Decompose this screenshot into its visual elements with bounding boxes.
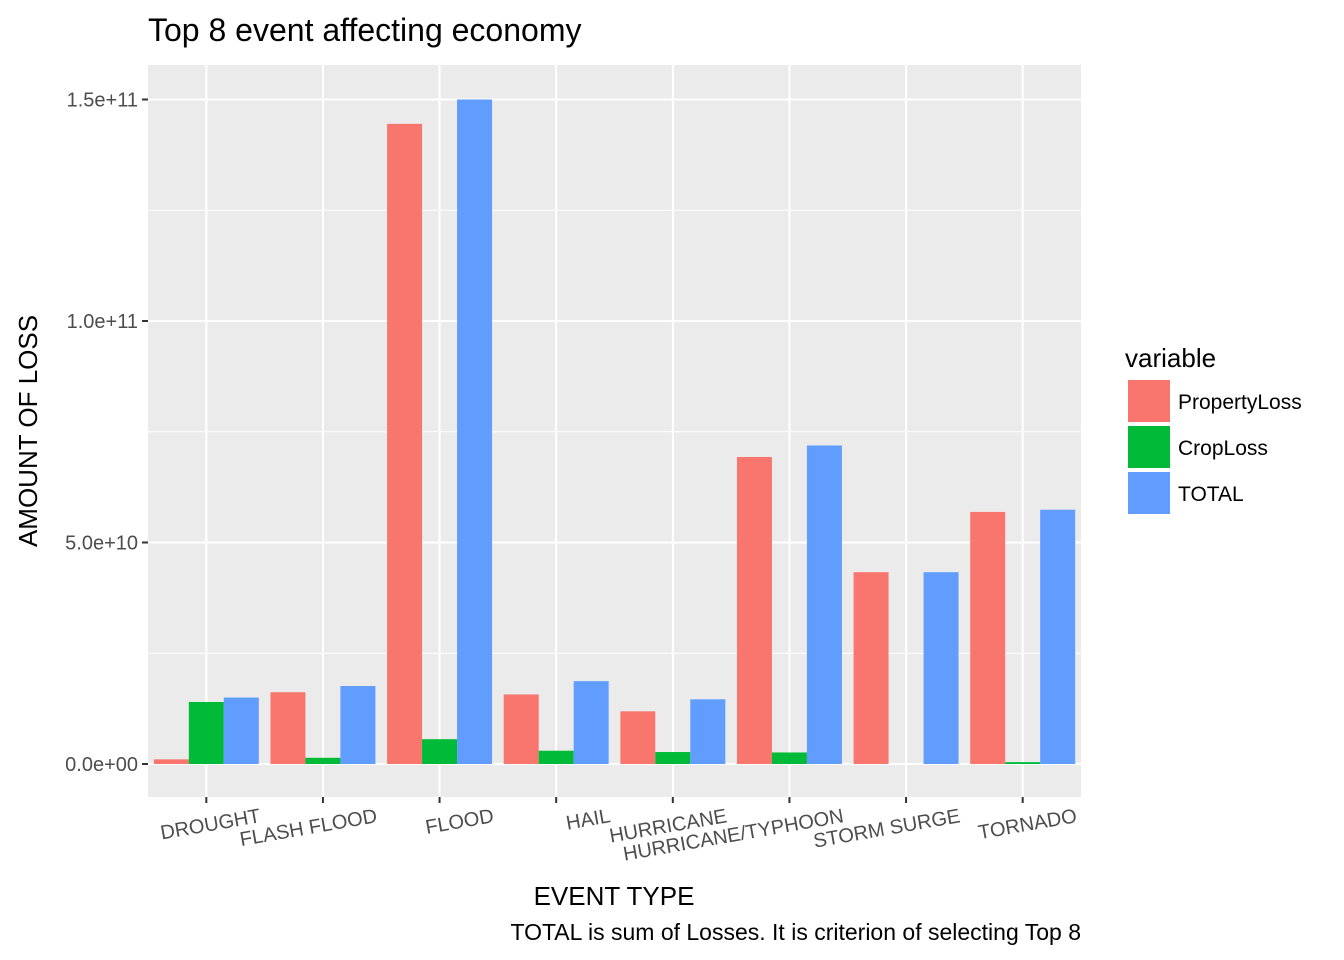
bar-croploss-hail [538, 750, 574, 764]
bar-total-hurricane-typhoon [806, 445, 842, 764]
major-gridlines [148, 65, 1081, 797]
bar-total-flood [457, 99, 493, 764]
bar-propertyloss-hurricane [620, 711, 656, 764]
legend-label: PropertyLoss [1178, 391, 1302, 414]
bar-propertyloss-hurricane-typhoon [736, 457, 772, 764]
legend-key-propertyloss [1128, 380, 1170, 422]
bar-croploss-flash-flood [305, 757, 341, 764]
x-axis-title: EVENT TYPE [534, 881, 695, 911]
x-tick-label: FLOOD [424, 805, 496, 839]
bar-total-flash-flood [340, 686, 376, 764]
y-axis-title: AMOUNT OF LOSS [13, 315, 43, 547]
bars [153, 99, 1076, 765]
legend-label: TOTAL [1178, 483, 1244, 506]
bar-total-tornado [1040, 509, 1076, 764]
bar-propertyloss-drought [153, 759, 189, 764]
bar-croploss-flood [422, 739, 458, 764]
bar-croploss-hurricane [655, 752, 691, 764]
legend-title: variable [1125, 343, 1216, 373]
legend-key-croploss [1128, 426, 1170, 468]
y-tick-label: 5.0e+10 [65, 533, 138, 555]
legend-key-total [1128, 472, 1170, 514]
legend: variable PropertyLoss CropLoss TOTAL [1125, 343, 1302, 514]
bar-total-drought [223, 697, 259, 764]
y-tick-label: 0.0e+00 [65, 754, 138, 776]
y-axis-ticks: 0.0e+00 5.0e+10 1.0e+11 1.5e+11 [65, 90, 148, 776]
legend-label: CropLoss [1178, 437, 1268, 460]
bar-total-hurricane [690, 699, 726, 764]
bar-propertyloss-flood [387, 123, 423, 765]
bar-total-storm-surge [923, 572, 959, 764]
bar-croploss-hurricane-typhoon [771, 752, 807, 764]
chart-caption: TOTAL is sum of Losses. It is criterion … [510, 919, 1081, 945]
x-tick-label: TORNADO [977, 805, 1079, 844]
bar-propertyloss-storm-surge [853, 572, 889, 764]
bar-propertyloss-flash-flood [270, 692, 306, 764]
y-tick-label: 1.5e+11 [67, 90, 138, 112]
y-tick-label: 1.0e+11 [67, 311, 138, 333]
bar-total-hail [573, 681, 609, 764]
bar-croploss-tornado [1005, 762, 1041, 764]
bar-propertyloss-hail [503, 694, 539, 764]
chart-title: Top 8 event affecting economy [148, 12, 581, 48]
x-tick-label: HAIL [564, 805, 612, 834]
bar-croploss-drought [188, 701, 224, 764]
bar-propertyloss-tornado [970, 511, 1006, 764]
